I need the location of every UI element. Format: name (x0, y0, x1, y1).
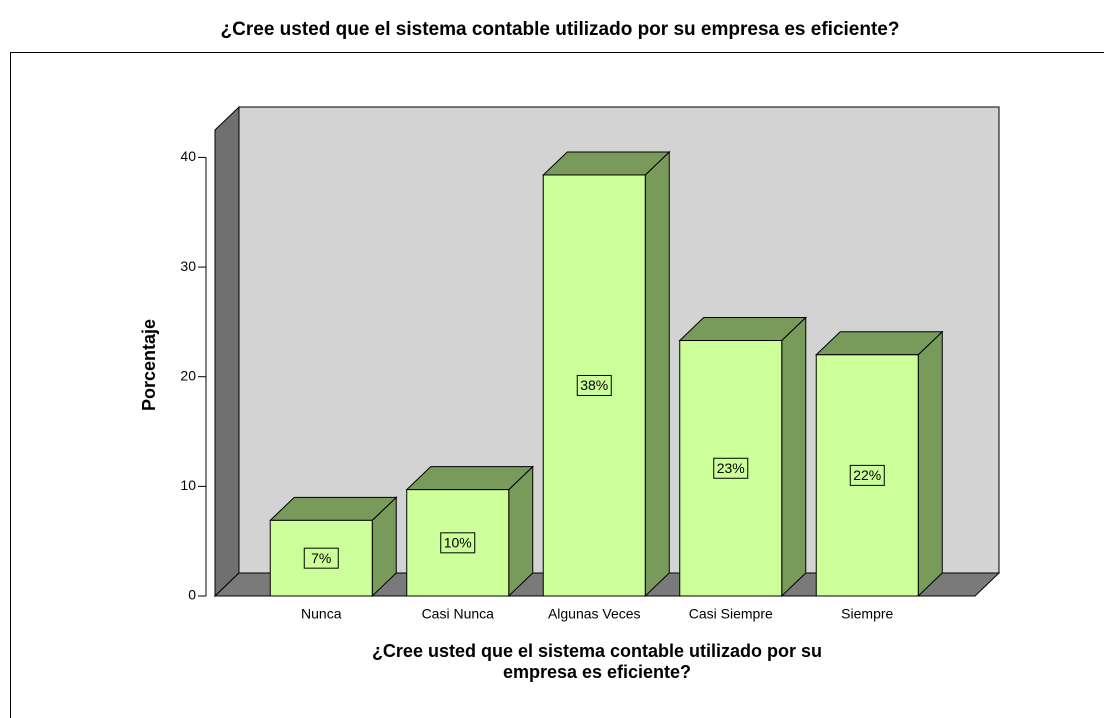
data-label: 22% (853, 467, 881, 483)
data-label: 38% (580, 377, 608, 393)
bar-side (917, 330, 943, 598)
x-tick-label: Casi Siempre (689, 606, 773, 622)
data-label-box (576, 374, 612, 396)
y-tick-label: 40 (180, 148, 196, 164)
y-axis-title: Porcentaje (139, 319, 159, 411)
x-tick-label: Nunca (301, 606, 342, 622)
y-tick-label: 10 (180, 477, 196, 493)
x-tick-label: Casi Nunca (422, 606, 495, 622)
data-label-box (303, 547, 339, 569)
bar-side (644, 150, 670, 598)
frame (10, 52, 1104, 718)
y-tick-label: 30 (180, 258, 196, 274)
data-label: 10% (444, 535, 472, 551)
x-axis-title: empresa es eficiente? (503, 662, 691, 682)
x-tick-label: Siempre (841, 606, 893, 622)
y-tick-label: 20 (180, 367, 196, 383)
x-axis-title: ¿Cree usted que el sistema contable util… (372, 641, 822, 661)
data-label-box (440, 532, 476, 554)
bar-side (781, 316, 807, 598)
data-label: 7% (311, 550, 331, 566)
data-label-box (849, 464, 885, 486)
chart-title: ¿Cree usted que el sistema contable util… (221, 19, 900, 40)
y-tick-label: 0 (188, 587, 196, 603)
data-label: 23% (717, 460, 745, 476)
data-label-box (713, 457, 749, 479)
side-wall (214, 105, 240, 598)
x-tick-label: Algunas Veces (548, 606, 641, 622)
